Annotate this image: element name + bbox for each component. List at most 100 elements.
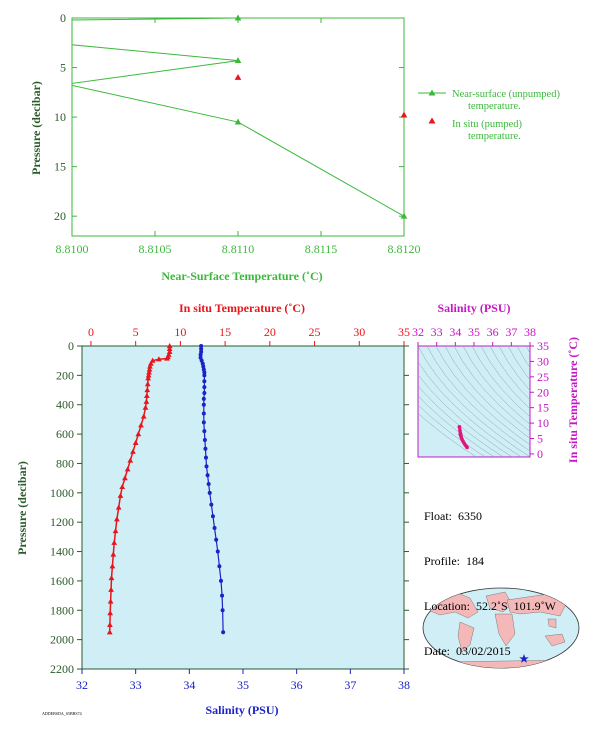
float-id: Float: 6350 <box>424 509 483 523</box>
temperature-point <box>115 504 122 510</box>
ts-temp-tick-label: 20 <box>537 385 549 399</box>
top-y-tick-label: 20 <box>54 209 66 223</box>
temperature-point <box>142 404 149 410</box>
salinity-tick-label: 37 <box>344 678 356 692</box>
main-y-axis-label: Pressure (decibar) <box>15 461 29 555</box>
pressure-tick-label: 2000 <box>50 633 74 647</box>
temp-tick-label: 30 <box>353 325 365 339</box>
density-contour <box>507 346 530 381</box>
salinity-point <box>209 502 214 507</box>
float-location-map <box>422 587 580 669</box>
salinity-point <box>204 464 209 469</box>
temp-tick-label: 25 <box>309 325 321 339</box>
temperature-point <box>146 369 152 375</box>
salinity-point <box>199 344 204 348</box>
temperature-point <box>138 422 144 428</box>
temperature-point <box>143 392 150 399</box>
main-bottom-axis-label: Salinity (PSU) <box>205 703 278 717</box>
temperature-point <box>112 527 119 534</box>
temperature-point <box>148 360 154 366</box>
temperature-point <box>106 629 113 635</box>
temperature-point <box>108 574 115 581</box>
ts-temp-tick-label: 0 <box>537 447 543 461</box>
legend-pumped-marker <box>428 117 436 124</box>
pressure-tick-label: 1400 <box>50 545 74 559</box>
ts-temp-tick-label: 10 <box>537 416 549 430</box>
temperature-point <box>164 355 170 361</box>
ts-salinity-tick-label: 37 <box>505 325 517 339</box>
legend-pumped-label-2: temperature. <box>468 131 521 142</box>
top-x-axis-label: Near-Surface Temperature (˚C) <box>161 269 322 283</box>
salinity-point <box>221 630 226 635</box>
density-contour <box>426 346 530 452</box>
legend-unpumped-label: Near-surface (unpumped) <box>452 89 560 100</box>
salinity-point <box>199 346 204 351</box>
top-x-tick-label: 8.8115 <box>305 242 338 256</box>
top-chart-legend: Near-surface (unpumped) temperature. In … <box>452 89 592 145</box>
salinity-tick-label: 38 <box>398 678 410 692</box>
unpumped-temperature-point <box>234 57 242 64</box>
temperature-point <box>124 466 131 472</box>
top-y-tick-label: 15 <box>54 160 66 174</box>
pressure-tick-label: 2200 <box>50 662 74 676</box>
temperature-point <box>144 387 151 393</box>
temp-tick-label: 15 <box>219 325 231 339</box>
temperature-point <box>119 483 126 490</box>
density-contour <box>498 346 530 391</box>
temperature-point <box>146 366 153 372</box>
unpumped-temperature-point <box>234 14 242 21</box>
pressure-tick-label: 1000 <box>50 486 74 500</box>
unpumped-temperature-line <box>71 17 405 217</box>
temperature-point <box>122 475 128 481</box>
temperature-point <box>147 363 153 369</box>
salinity-point <box>218 578 223 583</box>
salinity-point <box>217 564 222 569</box>
density-contour <box>418 395 495 457</box>
density-contour <box>480 346 530 410</box>
ts-top-axis-label: Salinity (PSU) <box>437 301 510 315</box>
legend-unpumped-marker <box>428 89 436 96</box>
ts-salinity-tick-label: 33 <box>431 325 443 339</box>
temperature-point <box>109 563 116 569</box>
temp-tick-label: 10 <box>174 325 186 339</box>
top-x-tick-label: 8.8110 <box>222 242 255 256</box>
temperature-point <box>130 448 136 454</box>
temperature-point <box>140 413 147 419</box>
profile-chart: 0 5 10 15 20 25 30 35 32 33 34 35 36 37 38 0 200 400 600 80… <box>15 301 410 717</box>
float-info: Float: 6350 Profile: 184 Location: 52.2˚… <box>424 479 556 674</box>
density-contour <box>444 346 530 439</box>
legend-pumped-label: In situ (pumped) <box>452 119 522 130</box>
main-plot-area <box>81 345 405 670</box>
ts-salinity-tick-label: 36 <box>487 325 499 339</box>
density-contour <box>418 346 530 457</box>
temperature-point <box>108 586 114 592</box>
salinity-point <box>220 593 225 598</box>
near-surface-chart: 8.8100 8.8105 8.8110 8.8115 8.8120 0 5 10 15 20 N… <box>29 11 446 283</box>
date: Date: 03/02/2015 <box>424 644 511 658</box>
unpumped-temperature-point <box>234 118 242 125</box>
top-x-tick-label: 8.8120 <box>388 242 421 256</box>
ts-salinity-tick-label: 34 <box>449 325 461 339</box>
top-y-tick-label: 0 <box>60 11 66 25</box>
profile-number: Profile: 184 <box>424 554 484 568</box>
salinity-point <box>202 370 207 375</box>
temp-tick-label: 20 <box>264 325 276 339</box>
salinity-point <box>203 446 208 451</box>
temperature-point <box>127 457 134 463</box>
pressure-tick-label: 800 <box>56 456 74 470</box>
unpumped-temperature-point <box>400 212 408 219</box>
temperature-point <box>156 356 162 362</box>
top-x-tick-label: 8.8100 <box>56 242 89 256</box>
temperature-point <box>143 398 150 404</box>
top-plot-frame <box>71 17 405 237</box>
pressure-tick-label: 1800 <box>50 603 74 617</box>
ts-temp-tick-label: 15 <box>537 401 549 415</box>
density-contour <box>453 346 530 432</box>
ts-temp-tick-label: 5 <box>537 432 543 446</box>
top-y-tick-label: 5 <box>60 61 66 75</box>
temperature-point <box>114 516 120 522</box>
pressure-tick-label: 400 <box>56 398 74 412</box>
salinity-point <box>201 411 206 416</box>
top-x-tick-label: 8.8105 <box>139 242 172 256</box>
